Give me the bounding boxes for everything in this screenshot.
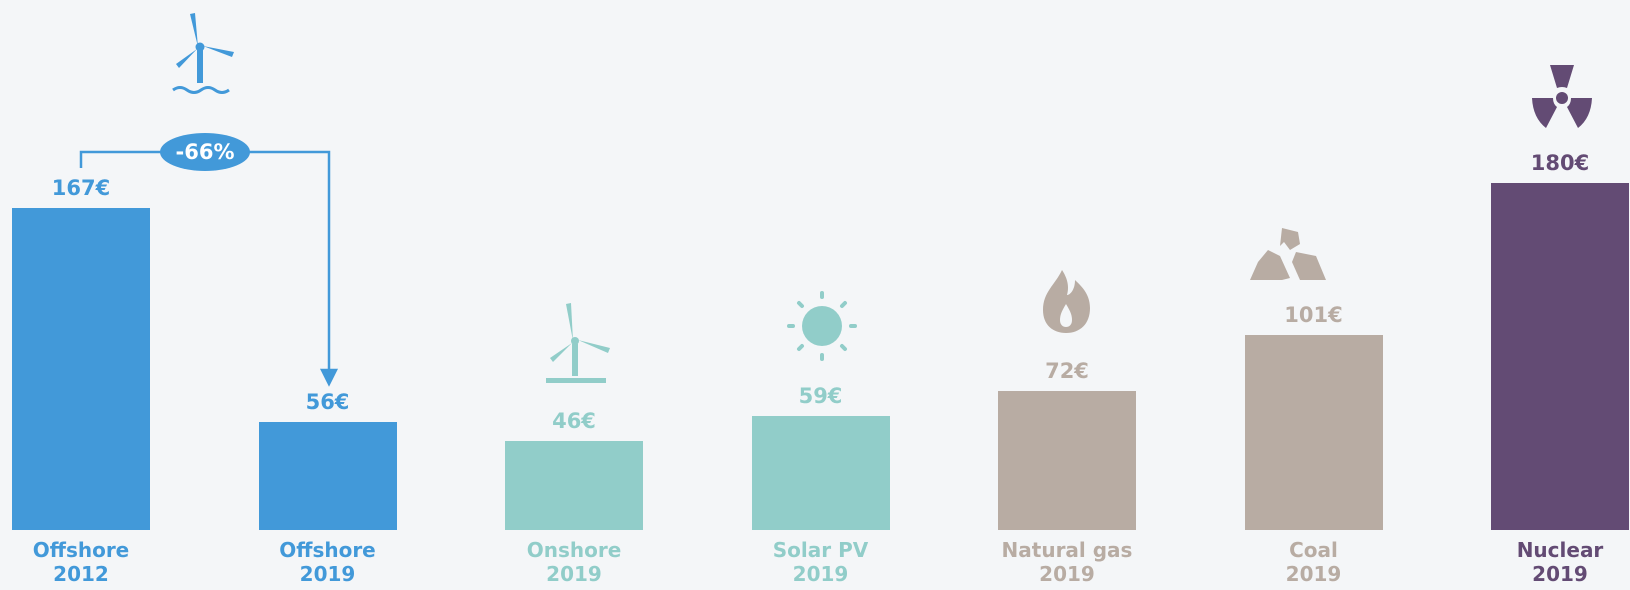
category-label: Offshore 2012 bbox=[32, 538, 130, 586]
coal-icon bbox=[1250, 228, 1326, 280]
nuclear-icon bbox=[1532, 65, 1592, 128]
category-label: Nuclear 2019 bbox=[1516, 538, 1604, 586]
bar bbox=[258, 422, 397, 530]
value-label: 101€ bbox=[1284, 303, 1343, 328]
bar bbox=[1491, 183, 1629, 530]
onshore-wind-icon bbox=[546, 303, 610, 383]
value-label: 59€ bbox=[798, 384, 843, 409]
offshore-wind-icon bbox=[172, 13, 234, 94]
category-label: Natural gas 2019 bbox=[1001, 538, 1133, 586]
value-label: 180€ bbox=[1530, 151, 1590, 175]
bar bbox=[998, 391, 1136, 530]
value-label: 46€ bbox=[552, 409, 596, 434]
flame-icon bbox=[1043, 270, 1090, 333]
annotation: -66% bbox=[176, 140, 235, 164]
category-label: Offshore 2019 bbox=[279, 538, 376, 586]
value-label: 56€ bbox=[305, 390, 350, 415]
annotation-badge bbox=[160, 133, 250, 171]
category-label: Coal 2019 bbox=[1285, 538, 1342, 586]
bar bbox=[12, 208, 150, 530]
value-label: 72€ bbox=[1045, 359, 1089, 384]
bar bbox=[1244, 335, 1383, 530]
sun-icon bbox=[787, 291, 857, 361]
category-label: Onshore 2019 bbox=[526, 538, 622, 586]
bar bbox=[751, 416, 890, 530]
bar bbox=[505, 441, 643, 530]
category-label: Solar PV 2019 bbox=[772, 538, 869, 586]
value-label: 167€ bbox=[51, 176, 111, 201]
